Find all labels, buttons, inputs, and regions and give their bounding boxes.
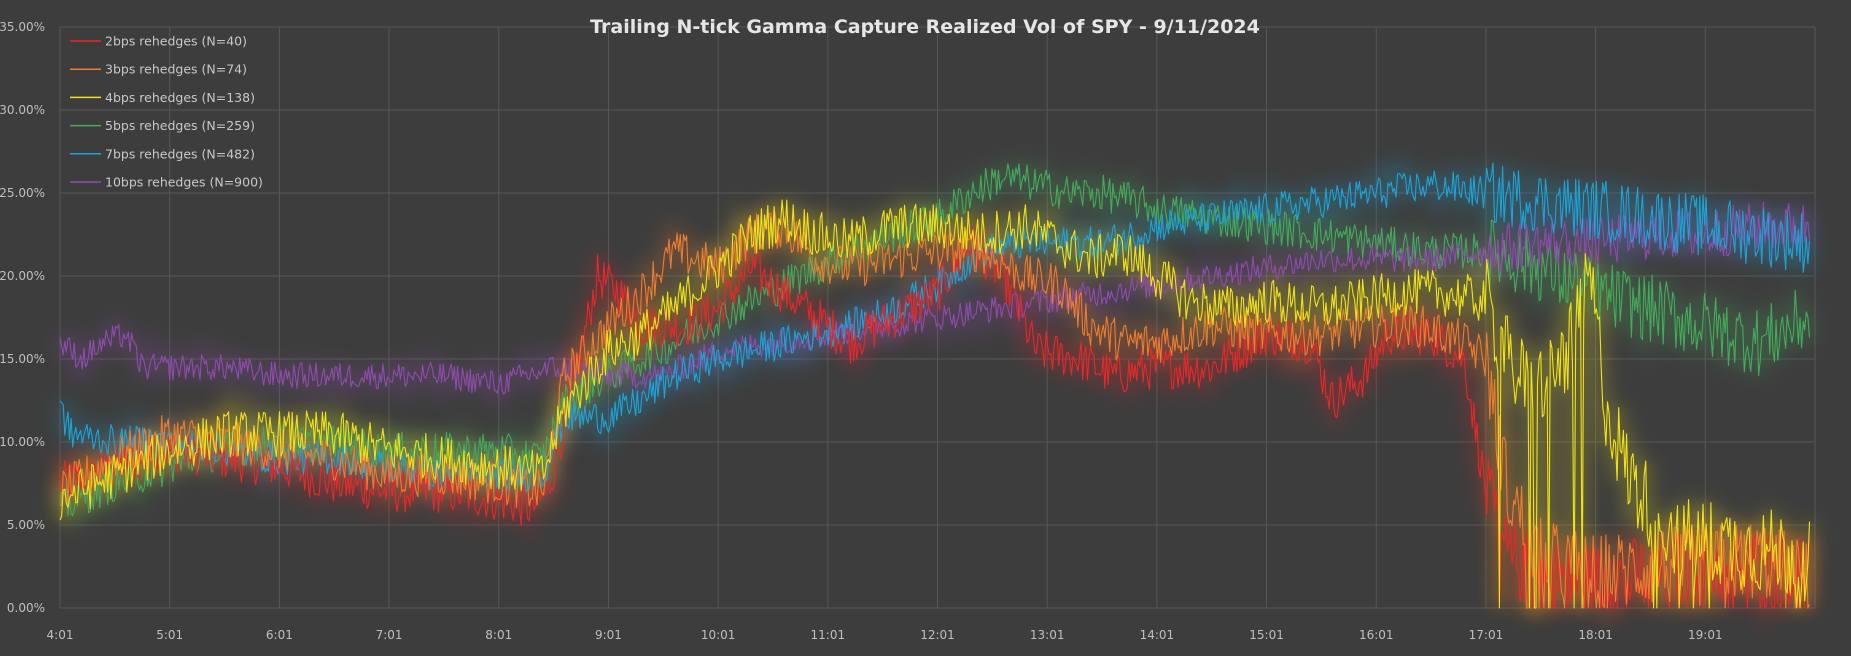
series-line-2 bbox=[59, 199, 1811, 609]
y-tick-label: 20.00% bbox=[0, 269, 45, 283]
y-tick-label: 0.00% bbox=[7, 601, 45, 615]
x-tick-label: 12:01 bbox=[920, 628, 955, 642]
y-tick-label: 15.00% bbox=[0, 352, 45, 366]
legend-entry: 10bps rehedges (N=900) bbox=[105, 175, 263, 190]
x-tick-label: 7:01 bbox=[376, 628, 403, 642]
y-tick-label: 35.00% bbox=[0, 20, 45, 34]
x-tick-label: 9:01 bbox=[595, 628, 622, 642]
series-layer bbox=[59, 162, 1811, 609]
legend-entry: 4bps rehedges (N=138) bbox=[105, 90, 255, 105]
x-tick-label: 16:01 bbox=[1359, 628, 1394, 642]
x-tick-label: 11:01 bbox=[811, 628, 846, 642]
x-tick-label: 14:01 bbox=[1140, 628, 1175, 642]
x-axis-tick-labels: 4:01 5:01 6:01 7:01 8:01 9:01 10:01 11:01 12:01 1… bbox=[47, 628, 1723, 642]
y-tick-label: 30.00% bbox=[0, 103, 45, 117]
legend: 2bps rehedges (N=40) 3bps rehedges (N=74)… bbox=[70, 34, 263, 190]
y-tick-label: 5.00% bbox=[7, 518, 45, 532]
chart-title: Trailing N-tick Gamma Capture Realized V… bbox=[590, 16, 1260, 38]
legend-entry: 5bps rehedges (N=259) bbox=[105, 118, 255, 133]
x-tick-label: 18:01 bbox=[1578, 628, 1613, 642]
y-tick-label: 25.00% bbox=[0, 186, 45, 200]
x-tick-label: 4:01 bbox=[47, 628, 74, 642]
legend-entry: 2bps rehedges (N=40) bbox=[105, 34, 247, 49]
series-line-5 bbox=[59, 201, 1811, 395]
x-tick-label: 17:01 bbox=[1469, 628, 1504, 642]
x-tick-label: 13:01 bbox=[1030, 628, 1065, 642]
series-line-1 bbox=[59, 207, 1811, 609]
x-tick-label: 6:01 bbox=[266, 628, 293, 642]
series-line-0 bbox=[59, 225, 1811, 609]
legend-entry: 3bps rehedges (N=74) bbox=[105, 62, 247, 77]
x-tick-label: 10:01 bbox=[701, 628, 736, 642]
y-axis-tick-labels: 0.00% 5.00% 10.00% 15.00% 20.00% 25.00% 30.00%… bbox=[0, 20, 45, 615]
y-tick-label: 10.00% bbox=[0, 435, 45, 449]
x-tick-label: 5:01 bbox=[156, 628, 183, 642]
legend-entry: 7bps rehedges (N=482) bbox=[105, 146, 255, 161]
x-tick-label: 15:01 bbox=[1249, 628, 1284, 642]
x-tick-label: 19:01 bbox=[1688, 628, 1723, 642]
x-tick-label: 8:01 bbox=[485, 628, 512, 642]
